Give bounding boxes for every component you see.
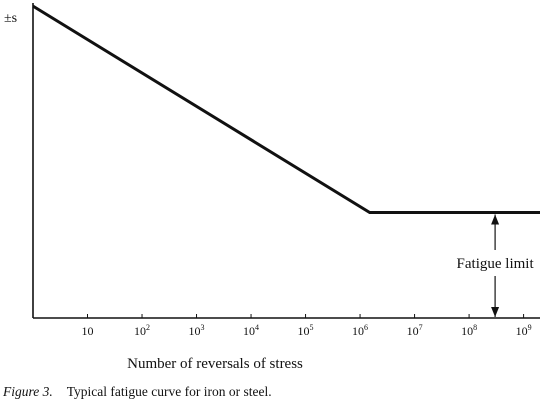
x-axis-title: Number of reversals of stress <box>127 356 303 372</box>
fatigue-limit-label: Fatigue limit <box>457 256 535 272</box>
arrowhead-down-icon <box>491 307 500 317</box>
x-tick-label: 104 <box>243 323 259 338</box>
x-ticks: 10 102 103 104 105 106 107 108 109 <box>82 314 532 338</box>
fatigue-chart: 10 102 103 104 105 106 107 108 109 Fatigue limit… <box>4 3 540 372</box>
x-tick-label: 102 <box>134 323 150 338</box>
figure-number: Figure 3. <box>3 384 53 399</box>
fatigue-curve-line <box>32 4 540 214</box>
x-tick-label: 108 <box>461 323 477 338</box>
arrowhead-up-icon <box>491 214 500 225</box>
figure-caption: Figure 3. Typical fatigue curve for iron … <box>3 384 272 400</box>
y-axis-label: ±s <box>4 11 17 26</box>
x-tick-label: 10 <box>82 324 94 338</box>
x-tick-label: 105 <box>298 323 314 338</box>
x-tick-label: 103 <box>189 323 205 338</box>
caption-text: Typical fatigue curve for iron or steel. <box>66 384 272 399</box>
x-tick-label: 106 <box>352 323 368 338</box>
series-group <box>32 4 540 214</box>
chart-axes <box>32 3 540 319</box>
x-tick-label: 109 <box>516 323 532 338</box>
annotation-group: Fatigue limit <box>457 214 535 317</box>
x-tick-label: 107 <box>407 323 423 338</box>
